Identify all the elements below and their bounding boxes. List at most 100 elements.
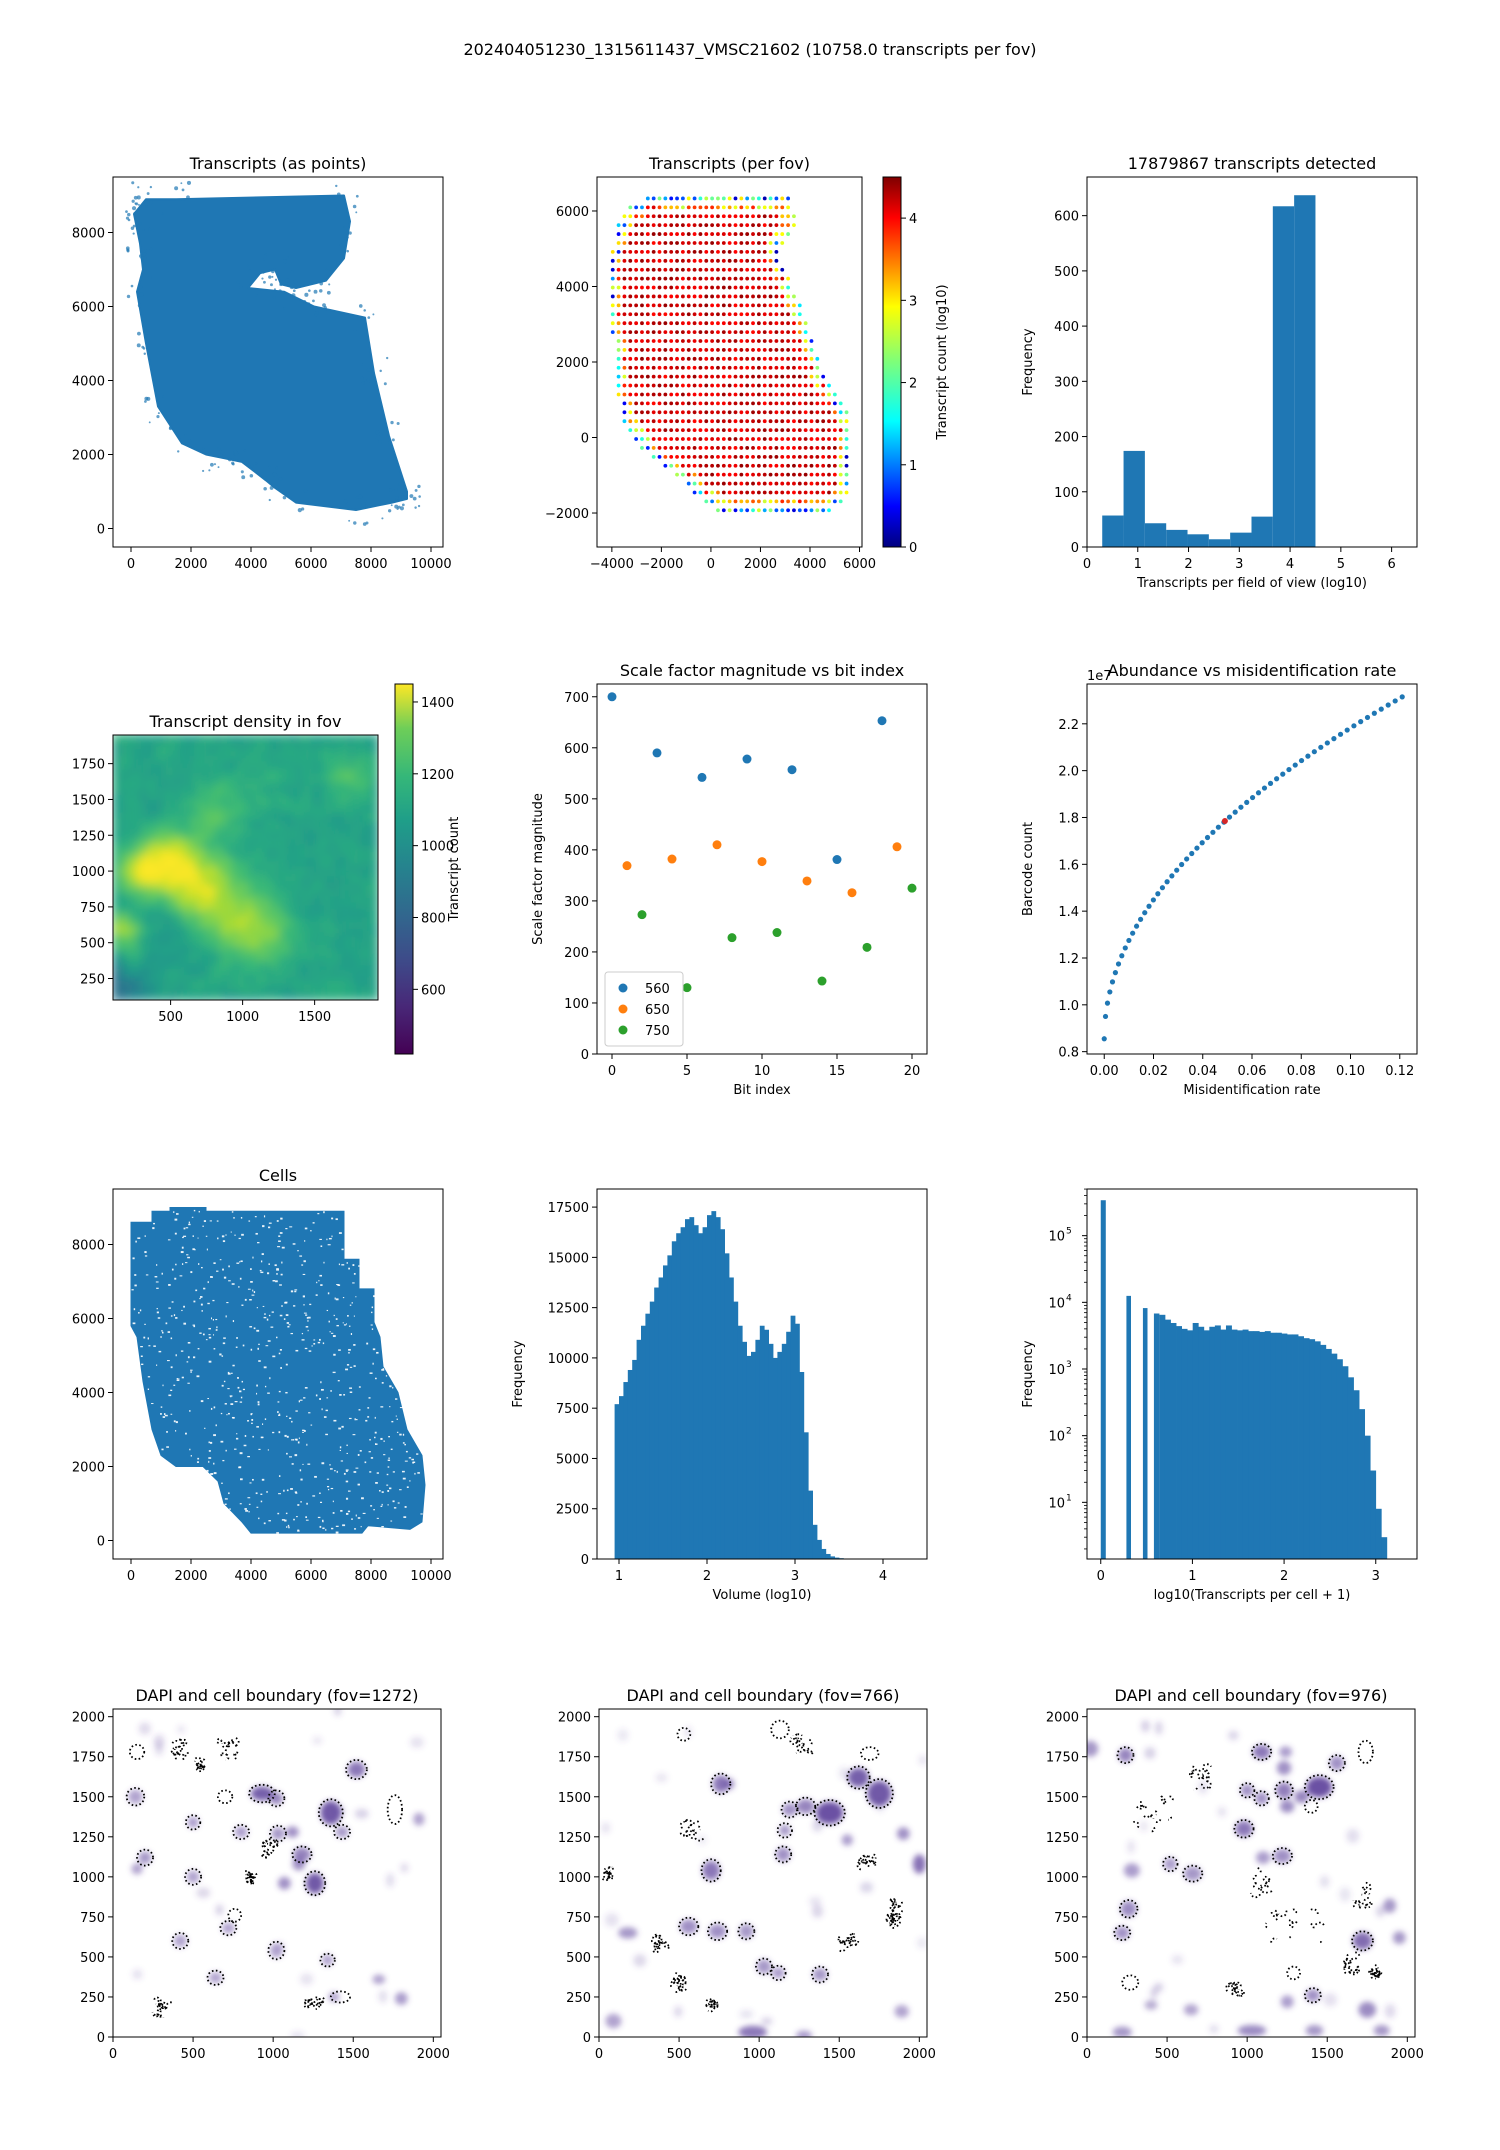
fov-point (756, 330, 761, 334)
density-cell (220, 764, 229, 773)
fov-point (669, 348, 674, 352)
density-cell (154, 752, 163, 761)
density-cell (322, 854, 331, 863)
density-cell (232, 848, 241, 857)
fov-point (797, 303, 802, 308)
cell-gap (287, 1325, 290, 1328)
fov-point (675, 214, 679, 219)
cell-gap (166, 1360, 170, 1362)
fov-point (716, 241, 720, 245)
density-cell (334, 932, 343, 941)
density-cell (184, 812, 193, 821)
density-cell (364, 866, 373, 875)
colorbar-tick-label: 1000 (421, 840, 454, 855)
fov-point (809, 437, 814, 441)
nucleus (328, 1992, 340, 2002)
density-cell (352, 836, 361, 845)
density-cell (208, 818, 217, 827)
fov-point (762, 223, 767, 228)
barcode-point (1174, 867, 1180, 873)
fov-point (622, 214, 627, 219)
y-tick-label: 500 (1054, 265, 1079, 280)
density-cell (334, 758, 343, 767)
cell-gap (283, 1489, 285, 1492)
density-cell (142, 854, 151, 863)
cell-gap (276, 1220, 279, 1222)
density-cell (118, 800, 127, 809)
fov-point (821, 410, 826, 415)
fov-point (721, 374, 726, 379)
transcript-point (272, 296, 276, 300)
density-cell (214, 836, 223, 845)
fov-point (680, 463, 685, 468)
transcript-point (145, 205, 148, 208)
density-cell (142, 746, 151, 755)
density-cell (172, 758, 181, 767)
density-cell (232, 830, 241, 839)
density-cell (226, 914, 235, 923)
density-cell (250, 926, 259, 935)
fov-point (657, 348, 662, 352)
fov-point (745, 348, 750, 352)
density-cell (113, 944, 121, 953)
density-cell (124, 836, 133, 845)
density-cell (286, 854, 295, 863)
cell-boundary-fragment (682, 1833, 689, 1837)
density-cell (154, 735, 163, 743)
density-cell (172, 986, 181, 995)
density-cell (268, 818, 277, 827)
fov-point (797, 339, 802, 343)
fov-point (774, 348, 779, 352)
density-cell (292, 920, 301, 929)
transcript-point (409, 494, 414, 499)
density-cell (238, 884, 247, 893)
density-cell (316, 812, 325, 821)
x-tick-label: 3 (1235, 557, 1243, 572)
series-750-point (682, 983, 692, 993)
transcript-point (276, 273, 279, 276)
cell-gap (236, 1262, 240, 1264)
density-cell (238, 956, 247, 965)
density-cell (136, 788, 145, 797)
density-cell (292, 866, 301, 875)
density-cell (358, 890, 367, 899)
cell-gap (183, 1305, 185, 1308)
density-cell (346, 854, 355, 863)
density-cell (166, 776, 175, 785)
fov-point (756, 401, 761, 406)
cell-gap (190, 1455, 193, 1457)
fov-point (657, 446, 662, 450)
cell-gap (239, 1503, 242, 1505)
density-cell (202, 968, 211, 977)
fov-point (733, 232, 738, 236)
cell-gap (253, 1291, 256, 1294)
fov-point (704, 490, 709, 495)
fov-point (739, 241, 744, 245)
cell-gap (212, 1334, 215, 1336)
cell-gap (411, 1458, 414, 1461)
fov-point (786, 321, 790, 326)
density-cell (214, 992, 223, 1000)
density-cell (292, 758, 301, 767)
density-cell (202, 806, 211, 815)
density-cell (298, 878, 307, 887)
cell-boundary-fragment (672, 1976, 676, 1984)
density-cell (262, 956, 271, 965)
fov-point (745, 472, 750, 477)
series-750-point (862, 942, 872, 952)
cell-gap (260, 1271, 264, 1274)
transcript-point (394, 487, 398, 492)
fov-point (698, 490, 703, 495)
density-cell (142, 758, 151, 767)
density-cell (250, 920, 259, 929)
fov-point (768, 428, 773, 433)
density-cell (232, 884, 241, 893)
fov-point (704, 383, 709, 388)
cell-gap (338, 1427, 342, 1430)
density-cell (346, 974, 355, 983)
cell-gap (302, 1295, 305, 1298)
fov-point (780, 437, 785, 441)
density-cell (196, 932, 205, 941)
density-cell (238, 872, 247, 881)
fov-point (692, 437, 697, 441)
